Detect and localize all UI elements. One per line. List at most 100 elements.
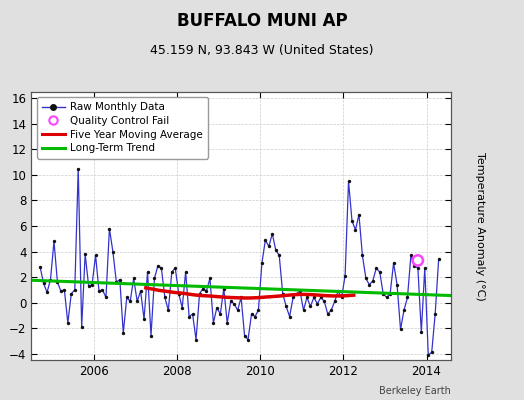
Point: [119, 330, 127, 336]
Point: [233, 307, 242, 314]
Point: [393, 282, 401, 288]
Point: [126, 298, 134, 304]
Legend: Raw Monthly Data, Quality Control Fail, Five Year Moving Average, Long-Term Tren: Raw Monthly Data, Quality Control Fail, …: [37, 97, 208, 158]
Point: [147, 332, 155, 339]
Point: [244, 336, 252, 343]
Point: [123, 294, 131, 301]
Point: [84, 283, 93, 289]
Point: [78, 324, 86, 330]
Point: [407, 252, 415, 258]
Point: [323, 311, 332, 317]
Point: [195, 290, 204, 297]
Point: [348, 218, 356, 224]
Y-axis label: Temperature Anomaly (°C): Temperature Anomaly (°C): [475, 152, 485, 300]
Point: [223, 320, 232, 326]
Point: [144, 269, 152, 275]
Point: [275, 252, 283, 258]
Point: [112, 279, 121, 285]
Point: [424, 352, 432, 358]
Point: [150, 275, 159, 282]
Point: [265, 243, 273, 250]
Point: [351, 227, 359, 233]
Point: [386, 290, 395, 297]
Point: [53, 279, 62, 285]
Point: [431, 311, 439, 317]
Point: [268, 230, 277, 237]
Point: [185, 314, 193, 320]
Text: BUFFALO MUNI AP: BUFFALO MUNI AP: [177, 12, 347, 30]
Point: [71, 287, 79, 293]
Point: [396, 326, 405, 332]
Point: [303, 294, 311, 301]
Point: [299, 307, 308, 314]
Point: [99, 287, 107, 293]
Point: [258, 260, 266, 266]
Point: [199, 285, 207, 292]
Point: [57, 288, 65, 294]
Point: [157, 265, 166, 271]
Point: [129, 275, 138, 282]
Point: [403, 294, 412, 301]
Point: [171, 265, 179, 271]
Point: [410, 262, 419, 269]
Point: [383, 294, 391, 301]
Point: [355, 211, 363, 218]
Point: [60, 287, 69, 293]
Point: [43, 289, 51, 296]
Point: [271, 247, 280, 254]
Point: [279, 290, 287, 297]
Point: [362, 275, 370, 282]
Point: [230, 301, 238, 307]
Point: [164, 307, 172, 314]
Point: [133, 298, 141, 304]
Point: [241, 332, 249, 339]
Point: [289, 294, 297, 301]
Point: [428, 349, 436, 356]
Point: [316, 294, 325, 301]
Point: [63, 320, 72, 326]
Point: [116, 276, 124, 283]
Point: [341, 272, 350, 279]
Point: [344, 178, 353, 184]
Point: [368, 278, 377, 284]
Point: [327, 307, 335, 314]
Point: [334, 288, 342, 294]
Point: [105, 225, 114, 232]
Point: [206, 275, 214, 282]
Point: [237, 294, 245, 301]
Point: [331, 298, 339, 304]
Point: [39, 280, 48, 287]
Point: [417, 329, 425, 335]
Point: [192, 336, 200, 343]
Point: [216, 311, 224, 317]
Point: [320, 298, 329, 304]
Point: [95, 288, 103, 294]
Text: 45.159 N, 93.843 W (United States): 45.159 N, 93.843 W (United States): [150, 44, 374, 57]
Point: [181, 269, 190, 275]
Point: [88, 282, 96, 288]
Point: [102, 294, 110, 301]
Point: [286, 314, 294, 320]
Point: [413, 265, 422, 271]
Point: [174, 290, 183, 297]
Point: [189, 311, 197, 317]
Point: [140, 316, 148, 322]
Point: [168, 269, 176, 275]
Point: [254, 307, 263, 314]
Point: [50, 238, 58, 244]
Point: [36, 264, 45, 270]
Point: [202, 288, 211, 294]
Point: [313, 301, 322, 307]
Point: [209, 320, 217, 326]
Point: [282, 303, 290, 310]
Point: [434, 256, 443, 262]
Point: [178, 304, 187, 311]
Point: [247, 311, 256, 317]
Point: [251, 314, 259, 320]
Point: [389, 260, 398, 266]
Point: [310, 294, 318, 301]
Point: [220, 285, 228, 292]
Point: [376, 269, 384, 275]
Point: [379, 290, 387, 297]
Point: [154, 262, 162, 269]
